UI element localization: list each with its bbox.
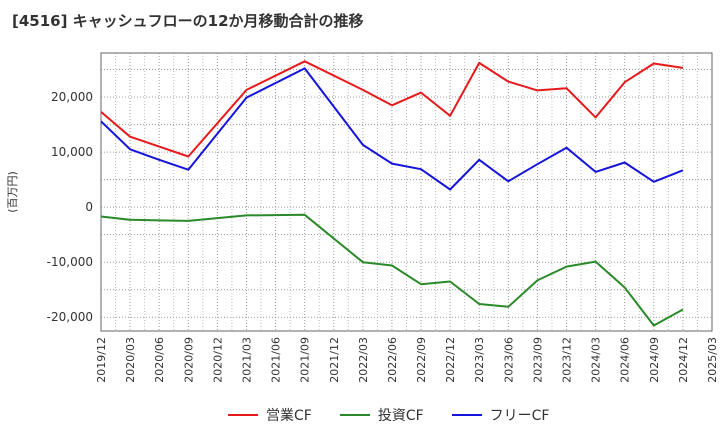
x-tick-label: 2024/09 bbox=[648, 337, 661, 383]
x-tick-label: 2023/09 bbox=[531, 337, 544, 383]
legend-label-investing: 投資CF bbox=[377, 408, 424, 424]
x-tick-label: 2024/12 bbox=[677, 337, 690, 383]
x-tick-label: 2023/03 bbox=[473, 337, 486, 383]
legend-line-free bbox=[451, 414, 482, 416]
y-axis-label: (百万円) bbox=[6, 171, 19, 213]
x-tick-label: 2021/06 bbox=[270, 337, 283, 383]
chart-title: [4516] キャッシュフローの12か月移動合計の推移 bbox=[12, 12, 364, 30]
y-tick-label: -20,000 bbox=[47, 310, 93, 324]
x-tick-label: 2022/12 bbox=[444, 337, 457, 383]
y-tick-label: 0 bbox=[85, 200, 93, 214]
legend-line-operating bbox=[228, 414, 258, 416]
investing-cf-line bbox=[100, 213, 684, 327]
legend-item-investing-cf: 投資CF bbox=[339, 405, 424, 425]
x-tick-label: 2024/06 bbox=[619, 337, 632, 383]
legend-item-operating-cf: 営業CF bbox=[228, 405, 312, 425]
x-tick-label: 2020/03 bbox=[124, 337, 137, 383]
x-tick-label: 2022/06 bbox=[386, 337, 399, 383]
y-tick-label: -10,000 bbox=[47, 255, 93, 269]
x-tick-label: 2025/03 bbox=[706, 337, 719, 383]
x-tick-label: 2022/09 bbox=[415, 337, 428, 383]
x-tick-label: 2020/12 bbox=[211, 337, 224, 383]
x-tick-label: 2020/06 bbox=[153, 337, 166, 383]
y-tick-label: 10,000 bbox=[51, 145, 93, 159]
legend-line-investing bbox=[339, 414, 370, 416]
x-tick-label: 2023/06 bbox=[502, 337, 515, 383]
y-tick-label: 20,000 bbox=[51, 90, 93, 104]
x-tick-label: 2021/09 bbox=[299, 337, 312, 383]
legend-label-free: フリーCF bbox=[489, 408, 550, 424]
legend-item-free-cf: フリーCF bbox=[451, 405, 550, 425]
legend: 営業CF 投資CF フリーCF bbox=[228, 403, 549, 427]
legend-label-operating: 営業CF bbox=[266, 408, 312, 424]
x-tick-label: 2019/12 bbox=[95, 337, 108, 383]
x-tick-label: 2024/03 bbox=[590, 337, 603, 383]
x-tick-label: 2022/03 bbox=[357, 337, 370, 383]
free-cf-line bbox=[100, 67, 684, 191]
x-tick-label: 2021/12 bbox=[328, 337, 341, 383]
x-tick-label: 2020/09 bbox=[182, 337, 195, 383]
operating-cf-line bbox=[100, 60, 684, 158]
x-tick-label: 2023/12 bbox=[561, 337, 574, 383]
plot-frame bbox=[100, 52, 713, 332]
x-tick-label: 2021/03 bbox=[240, 337, 253, 383]
